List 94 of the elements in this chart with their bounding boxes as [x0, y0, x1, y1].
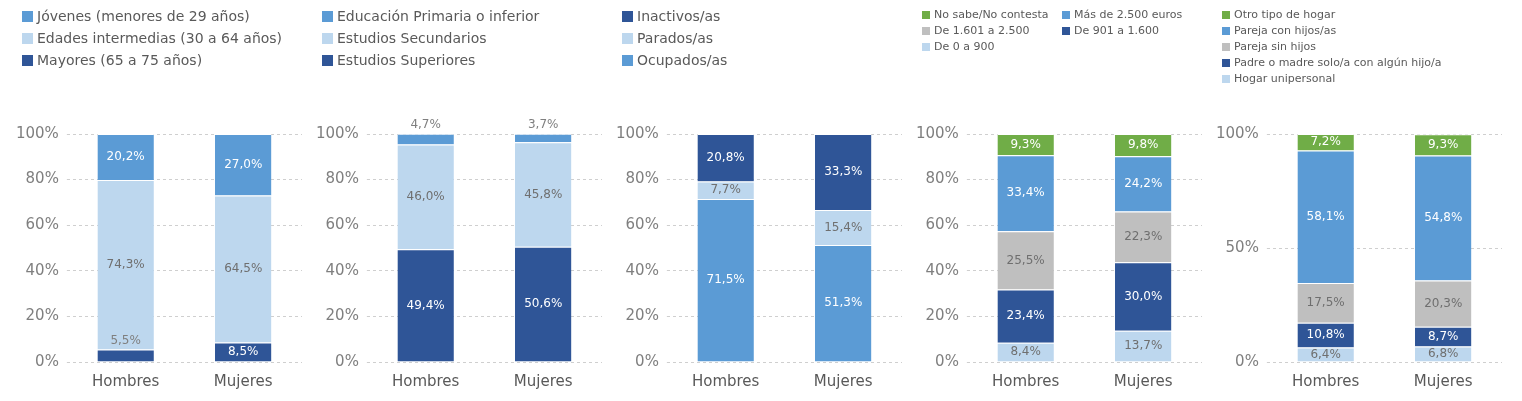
x-tick-label: Mujeres — [513, 371, 573, 390]
data-label: 49,4% — [406, 297, 445, 312]
legend-label: Parados/as — [637, 30, 714, 46]
legend-label: Pareja con hijos/as — [1234, 24, 1337, 37]
legend-label: Hogar unipersonal — [1234, 72, 1336, 85]
data-label: 45,8% — [524, 186, 563, 201]
y-tick-label: 20% — [25, 306, 59, 325]
y-tick-label: 40% — [325, 260, 359, 279]
legend-label: Padre o madre solo/a con algún hijo/a — [1234, 56, 1442, 69]
data-label: 6,4% — [1310, 346, 1341, 361]
data-label: 4,7% — [410, 116, 441, 131]
data-label: 20,2% — [106, 149, 145, 164]
data-label: 64,5% — [224, 261, 263, 276]
data-label: 74,3% — [106, 256, 145, 271]
data-label: 8,7% — [1427, 328, 1459, 343]
data-label: 27,0% — [224, 156, 263, 171]
y-tick-label: 0% — [335, 351, 359, 370]
data-label: 46,0% — [406, 189, 445, 204]
data-label: 8,4% — [1010, 344, 1041, 359]
x-tick-label: Hombres — [691, 371, 760, 390]
legend-label: Otro tipo de hogar — [1234, 8, 1336, 21]
data-label: 30,0% — [1124, 288, 1163, 303]
y-tick-label: 60% — [25, 215, 59, 234]
legend-label: De 1.601 a 2.500 — [934, 24, 1030, 37]
data-label: 23,4% — [1006, 308, 1045, 323]
x-tick-label: Mujeres — [813, 371, 873, 390]
y-tick-label: 20% — [325, 306, 359, 325]
y-tick-label: 40% — [25, 260, 59, 279]
data-label: 9,3% — [1010, 136, 1041, 151]
data-label: 71,5% — [706, 272, 745, 287]
x-tick-label: Mujeres — [213, 371, 273, 390]
data-label: 9,3% — [1427, 136, 1459, 151]
data-label: 25,5% — [1006, 252, 1045, 267]
legend-label: Jóvenes (menores de 29 años) — [37, 8, 250, 24]
y-tick-label: 80% — [625, 169, 659, 188]
data-label: 20,8% — [706, 149, 745, 164]
y-tick-label: 80% — [25, 169, 59, 188]
legend-label: Educación Primaria o inferior — [337, 8, 540, 24]
data-label: 51,3% — [824, 295, 863, 310]
data-label: 9,8% — [1127, 137, 1159, 152]
data-label: 33,3% — [824, 164, 863, 179]
y-tick-label: 0% — [35, 351, 59, 370]
data-label: 6,8% — [1427, 346, 1459, 361]
y-tick-label: 100% — [915, 123, 959, 142]
x-tick-label: Hombres — [391, 371, 460, 390]
legend-label: Edades intermedias (30 a 64 años) — [37, 30, 283, 46]
data-label: 50,6% — [524, 296, 563, 311]
x-tick-label: Mujeres — [1113, 371, 1173, 390]
legend-label: Mayores (65 a 75 años) — [37, 52, 203, 68]
data-label: 7,2% — [1310, 134, 1341, 149]
y-tick-label: 20% — [925, 306, 959, 325]
y-tick-label: 80% — [925, 169, 959, 188]
x-tick-label: Hombres — [991, 371, 1060, 390]
data-label: 17,5% — [1306, 294, 1345, 309]
data-label: 5,5% — [110, 332, 141, 347]
y-tick-label: 60% — [925, 215, 959, 234]
data-label: 7,7% — [710, 182, 741, 197]
y-tick-label: 40% — [625, 260, 659, 279]
y-tick-label: 100% — [615, 123, 659, 142]
y-tick-label: 0% — [935, 351, 959, 370]
data-label: 20,3% — [1424, 295, 1463, 310]
legend-label: Estudios Superiores — [337, 52, 476, 68]
data-label: 10,8% — [1306, 327, 1345, 342]
legend-label: Ocupados/as — [637, 52, 728, 68]
data-label: 22,3% — [1124, 229, 1163, 244]
x-tick-label: Hombres — [1291, 371, 1360, 390]
data-label: 13,7% — [1124, 338, 1163, 353]
y-tick-label: 20% — [625, 306, 659, 325]
legend-label: No sabe/No contesta — [934, 8, 1049, 21]
legend-label: Estudios Secundarios — [337, 30, 487, 46]
x-tick-label: Hombres — [91, 371, 160, 390]
legend-label: De 0 a 900 — [934, 40, 995, 53]
data-label: 8,5% — [227, 344, 259, 359]
legend-label: Pareja sin hijos — [1234, 40, 1317, 53]
y-tick-label: 60% — [325, 215, 359, 234]
y-tick-label: 60% — [625, 215, 659, 234]
data-label: 58,1% — [1306, 208, 1345, 223]
y-tick-label: 40% — [925, 260, 959, 279]
y-tick-label: 80% — [325, 169, 359, 188]
data-label: 15,4% — [824, 219, 863, 234]
data-label: 3,7% — [527, 116, 559, 131]
legend-label: Inactivos/as — [637, 8, 721, 24]
data-label: 33,4% — [1006, 185, 1045, 200]
x-tick-label: Mujeres — [1413, 371, 1473, 390]
legend-label: Más de 2.500 euros — [1074, 8, 1183, 21]
y-tick-label: 100% — [15, 123, 59, 142]
y-tick-label: 0% — [635, 351, 659, 370]
data-label: 54,8% — [1424, 210, 1463, 225]
y-tick-label: 100% — [315, 123, 359, 142]
legend-label: De 901 a 1.600 — [1074, 24, 1159, 37]
data-label: 24,2% — [1124, 176, 1163, 191]
y-tick-label: 100% — [1215, 123, 1259, 142]
y-tick-label: 50% — [1225, 237, 1259, 256]
y-tick-label: 0% — [1235, 351, 1259, 370]
